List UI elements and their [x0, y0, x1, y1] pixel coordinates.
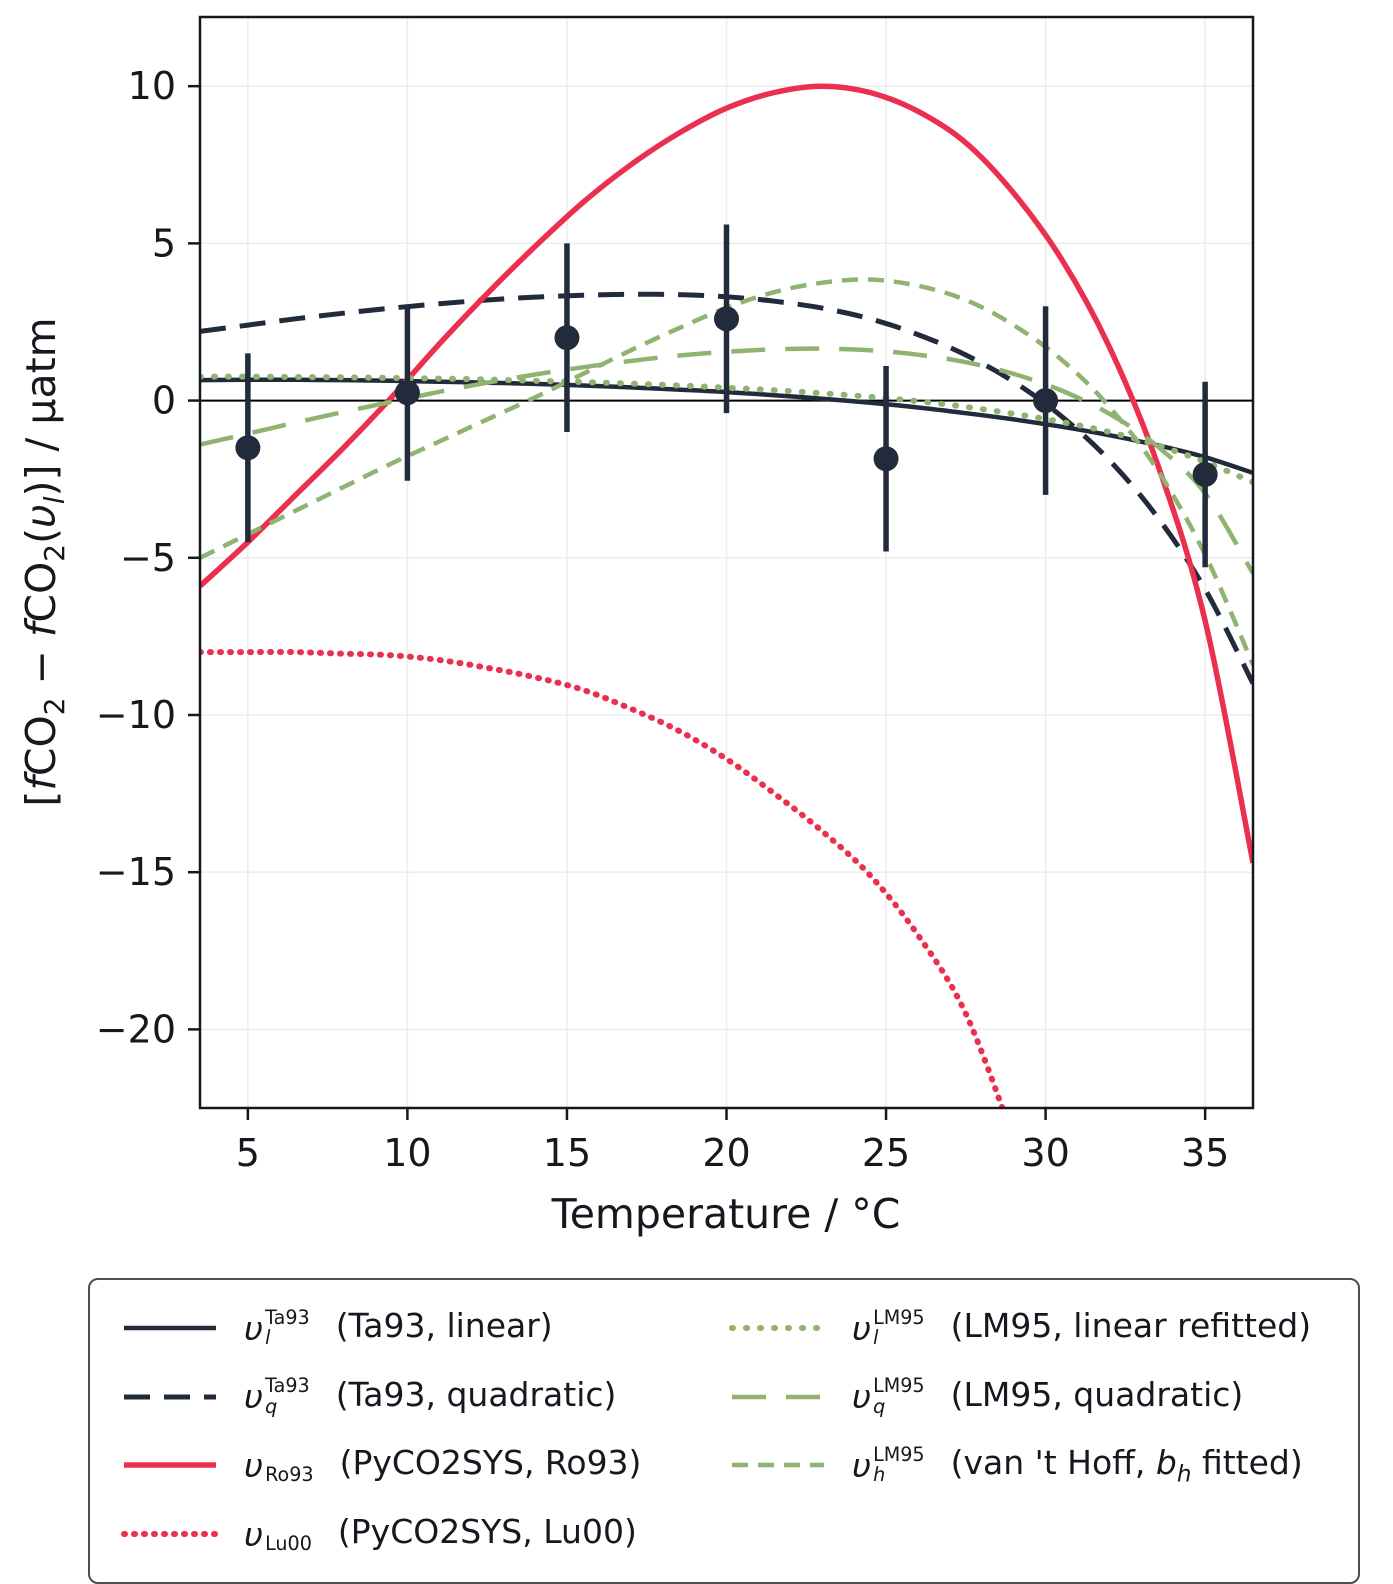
legend-line-sample-lm95-vanthoff — [732, 1463, 824, 1468]
legend-symbol: υ LM95 l — [852, 1305, 925, 1350]
data-point-marker — [1192, 461, 1218, 487]
legend-item-lm95-linear: υ LM95 l (LM95, linear refitted) — [728, 1306, 1328, 1351]
legend-symbol: υ LM95 q — [852, 1374, 925, 1418]
data-point-marker — [394, 380, 420, 406]
svg-text:25: 25 — [862, 1131, 910, 1175]
data-point-marker — [1033, 388, 1059, 414]
legend-item-label: (Ta93, quadratic) — [335, 1374, 617, 1414]
data-points — [235, 224, 1218, 568]
svg-text:35: 35 — [1181, 1131, 1229, 1175]
plot-canvas: 5 10 15 20 25 30 35 −20 −15 −10 −5 0 5 10 — [96, 15, 1255, 1175]
svg-text:10: 10 — [128, 64, 176, 108]
tick-marks — [188, 84, 1207, 1120]
legend-item-ro93: υ Ro93 (PyCO2SYS, Ro93) — [120, 1443, 720, 1488]
legend-item-label: (van 't Hoff, bh fitted) — [950, 1443, 1303, 1488]
data-point-marker — [873, 446, 899, 472]
svg-text:5: 5 — [152, 221, 176, 265]
legend-item-ta93-linear: υ Ta93 l (Ta93, linear) — [120, 1306, 720, 1351]
legend-symbol: υ Ta93 q — [244, 1374, 310, 1418]
legend-symbol: υ LM95 h — [852, 1442, 925, 1487]
svg-text:−20: −20 — [96, 1007, 176, 1051]
legend-item-lm95-vanthoff: υ LM95 h (van 't Hoff, bh fitted) — [728, 1443, 1328, 1488]
svg-text:−10: −10 — [96, 693, 176, 737]
legend-item-lu00: υ Lu00 (PyCO2SYS, Lu00) — [120, 1512, 720, 1557]
legend-line-sample-ro93 — [124, 1462, 216, 1469]
legend-grid: υ Ta93 l (Ta93, linear) υ Ta93 q (Ta93, quad… — [120, 1306, 1328, 1556]
legend-line-sample-lm95-linear — [729, 1325, 827, 1332]
legend-item-label: (Ta93, linear) — [335, 1306, 553, 1345]
legend-line-sample-lm95-quadratic — [732, 1394, 824, 1400]
legend-item-label: (PyCO2SYS, Lu00) — [337, 1511, 637, 1551]
svg-text:20: 20 — [702, 1131, 750, 1175]
series-lm95_quadratic — [200, 346, 1253, 575]
legend-item-label: (LM95, quadratic) — [950, 1374, 1244, 1414]
svg-text:−5: −5 — [120, 536, 176, 580]
series-ta93_quadratic — [200, 291, 1253, 685]
legend-symbol: υ Lu00 — [244, 1514, 312, 1556]
svg-text:5: 5 — [236, 1131, 260, 1175]
series-lm95_vanthoff — [200, 277, 1253, 666]
legend-symbol: υ Ro93 — [244, 1445, 314, 1487]
legend-line-sample-ta93-linear — [124, 1326, 216, 1331]
figure: 5 10 15 20 25 30 35 −20 −15 −10 −5 0 5 10 Temperature… — [16, 15, 1255, 1238]
legend: υ Ta93 l (Ta93, linear) υ Ta93 q (Ta93, quad… — [88, 1278, 1360, 1584]
legend-item-label: (PyCO2SYS, Ro93) — [339, 1443, 642, 1483]
data-point-marker — [235, 435, 261, 461]
legend-item-ta93-quadratic: υ Ta93 q (Ta93, quadratic) — [120, 1375, 720, 1420]
svg-text:30: 30 — [1021, 1131, 1069, 1175]
y-axis-label: [fCO2 − fCO2(υl)] / μatm — [16, 317, 72, 807]
legend-line-sample-lu00 — [121, 1531, 219, 1538]
tick-labels: 5 10 15 20 25 30 35 −20 −15 −10 −5 0 5 10 — [96, 64, 1230, 1175]
legend-symbol: υ Ta93 l — [244, 1305, 310, 1350]
x-axis-label: Temperature / °C — [551, 1190, 901, 1238]
data-point-marker — [554, 325, 580, 351]
legend-item-label: (LM95, linear refitted) — [950, 1306, 1312, 1345]
legend-item-lm95-quadratic: υ LM95 q (LM95, quadratic) — [728, 1375, 1328, 1420]
data-point-marker — [714, 306, 739, 332]
svg-text:−15: −15 — [96, 850, 176, 894]
gridlines — [200, 17, 1253, 1108]
svg-text:0: 0 — [152, 379, 176, 423]
series-lu00 — [200, 648, 1006, 1108]
svg-text:10: 10 — [383, 1131, 431, 1175]
svg-text:15: 15 — [543, 1131, 591, 1175]
legend-line-sample-ta93-quadratic — [124, 1394, 216, 1400]
